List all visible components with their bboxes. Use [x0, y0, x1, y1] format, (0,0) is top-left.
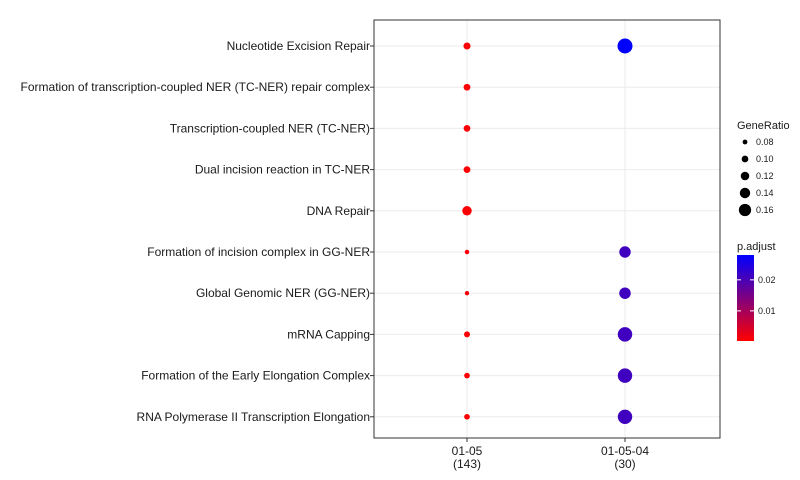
data-point [617, 409, 633, 425]
y-tick-label: RNA Polymerase II Transcription Elongati… [137, 410, 370, 424]
size-legend-key [740, 171, 750, 181]
y-tick-label: Nucleotide Excision Repair [227, 39, 370, 53]
y-tick-label: Formation of incision complex in GG-NER [147, 245, 370, 259]
y-axis-labels: Nucleotide Excision Repair Formation of t… [21, 39, 371, 424]
data-point [617, 368, 633, 383]
y-tick-label: mRNA Capping [287, 327, 370, 341]
data-point [619, 287, 631, 299]
color-legend: p.adjust 0.01 0.02 [737, 241, 776, 341]
data-point [464, 413, 470, 420]
color-legend-label: 0.02 [758, 275, 776, 285]
y-tick-label: Transcription-coupled NER (TC-NER) [170, 121, 370, 135]
data-point [617, 38, 633, 54]
size-legend-label: 0.16 [756, 205, 774, 215]
y-tick-label: Global Genomic NER (GG-NER) [196, 286, 370, 300]
x-tick-label: 01-05-04 [601, 444, 649, 458]
data-point [619, 246, 631, 258]
size-legend: GeneRatio 0.08 0.10 0.12 0.14 0.16 [737, 120, 790, 217]
color-legend-label: 0.01 [758, 306, 776, 316]
color-legend-title: p.adjust [737, 241, 776, 253]
size-legend-title: GeneRatio [737, 120, 790, 132]
data-point [464, 331, 470, 338]
x-tick-count: (30) [614, 457, 635, 471]
panel-background [374, 20, 720, 438]
y-tick-label: Dual incision reaction in TC-NER [195, 163, 371, 177]
data-point [463, 166, 471, 173]
data-point [463, 125, 471, 132]
color-bar [737, 255, 754, 341]
size-legend-label: 0.12 [756, 171, 774, 181]
data-point [464, 291, 470, 296]
x-tick-count: (143) [453, 457, 481, 471]
y-tick-label: DNA Repair [307, 204, 370, 218]
data-point [462, 206, 472, 216]
data-points [462, 38, 633, 425]
data-point [463, 83, 471, 91]
size-legend-label: 0.10 [756, 154, 774, 164]
data-point [617, 327, 633, 342]
size-legend-key [739, 187, 751, 199]
panel-border [373, 19, 721, 439]
size-legend-label: 0.14 [756, 188, 774, 198]
size-legend-label: 0.08 [756, 137, 774, 147]
size-legend-key [742, 139, 748, 145]
y-tick-label: Formation of transcription-coupled NER (… [21, 80, 370, 94]
x-tick-label: 01-05 [452, 444, 483, 458]
data-point [463, 42, 471, 50]
data-point [464, 372, 470, 379]
data-point [464, 249, 470, 255]
size-legend-key [738, 203, 752, 217]
size-legend-key [741, 155, 749, 163]
y-tick-label: Formation of the Early Elongation Comple… [141, 369, 370, 383]
grid-lines [374, 20, 720, 438]
x-axis-labels: 01-05(143) 01-05-04(30) [452, 444, 650, 471]
axis-ticks [370, 45, 626, 442]
